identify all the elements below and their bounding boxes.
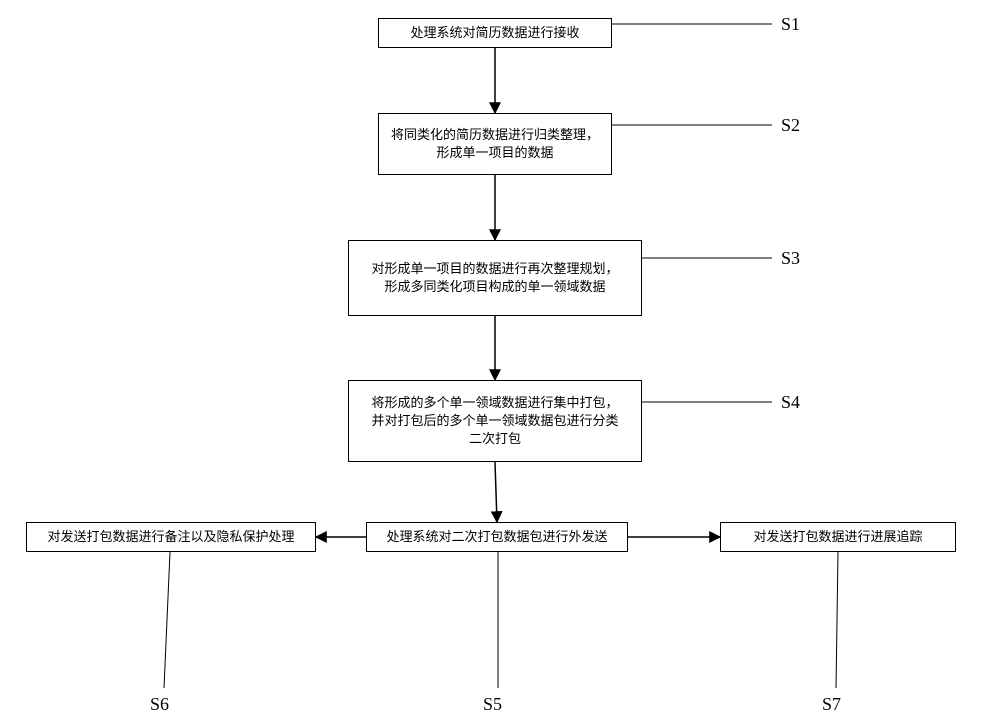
- flow-node-s2: 将同类化的简历数据进行归类整理， 形成单一项目的数据: [378, 113, 612, 175]
- flow-node-s4: 将形成的多个单一领域数据进行集中打包， 并对打包后的多个单一领域数据包进行分类 …: [348, 380, 642, 462]
- step-label-s6: S6: [150, 694, 169, 715]
- flow-node-s6: 对发送打包数据进行备注以及隐私保护处理: [26, 522, 316, 552]
- step-label-s5: S5: [483, 694, 502, 715]
- step-label-s3: S3: [781, 248, 800, 269]
- flow-node-text: 将形成的多个单一领域数据进行集中打包， 并对打包后的多个单一领域数据包进行分类 …: [371, 394, 618, 449]
- leader-line-s6: [164, 552, 170, 688]
- flow-node-text: 将同类化的简历数据进行归类整理， 形成单一项目的数据: [391, 126, 599, 162]
- leader-line-s7: [836, 552, 838, 688]
- flow-node-s1: 处理系统对简历数据进行接收: [378, 18, 612, 48]
- flow-node-text: 处理系统对简历数据进行接收: [410, 24, 579, 42]
- flow-node-s5: 处理系统对二次打包数据包进行外发送: [366, 522, 628, 552]
- flow-node-text: 对形成单一项目的数据进行再次整理规划， 形成多同类化项目构成的单一领域数据: [371, 260, 618, 296]
- step-label-s1: S1: [781, 14, 800, 35]
- step-label-s7: S7: [822, 694, 841, 715]
- flow-node-text: 对发送打包数据进行进展追踪: [753, 528, 922, 546]
- flow-node-s3: 对形成单一项目的数据进行再次整理规划， 形成多同类化项目构成的单一领域数据: [348, 240, 642, 316]
- flow-node-s7: 对发送打包数据进行进展追踪: [720, 522, 956, 552]
- flow-node-text: 对发送打包数据进行备注以及隐私保护处理: [47, 528, 294, 546]
- step-label-s4: S4: [781, 392, 800, 413]
- edge-s4-s5: [495, 462, 497, 522]
- flowchart-canvas: 处理系统对简历数据进行接收将同类化的简历数据进行归类整理， 形成单一项目的数据对…: [0, 0, 1000, 723]
- edges-layer: [0, 0, 1000, 723]
- step-label-s2: S2: [781, 115, 800, 136]
- flow-node-text: 处理系统对二次打包数据包进行外发送: [386, 528, 607, 546]
